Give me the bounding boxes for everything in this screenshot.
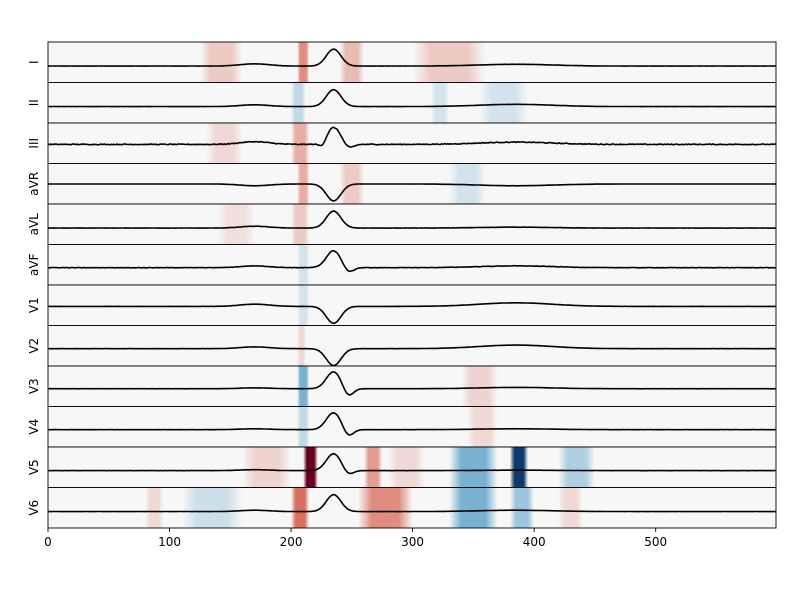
ecg-trace-v2: [47, 344, 776, 367]
lead-label-iii: III: [27, 138, 41, 149]
attribution-background: [48, 366, 776, 407]
ecg-trace-i: [47, 48, 776, 67]
ecg-trace-avl: [47, 210, 776, 229]
x-tick-label-500: 500: [644, 535, 667, 549]
attribution-band: [558, 447, 595, 488]
attribution-band: [449, 487, 498, 528]
attribution-background: [48, 42, 776, 83]
lead-label-v4: V4: [27, 419, 41, 435]
attribution-band: [509, 447, 529, 488]
attribution-band: [291, 487, 310, 528]
lead-label-avf: aVF: [27, 253, 41, 276]
lead-panel-avf: aVF: [27, 244, 777, 286]
attribution-band: [297, 406, 310, 447]
lead-panel-iii: III: [27, 122, 777, 164]
attribution-band: [467, 406, 498, 447]
lead-label-avl: aVL: [27, 213, 41, 236]
attribution-band: [357, 487, 413, 528]
attribution-band: [297, 366, 310, 407]
attribution-band: [461, 366, 498, 407]
ecg-trace-v3: [48, 371, 776, 396]
attribution-band: [303, 447, 318, 488]
lead-panel-v2: V2: [27, 325, 777, 367]
ecg-trace-avr: [48, 183, 776, 202]
attribution-background: [48, 82, 776, 123]
attribution-background: [48, 244, 776, 285]
lead-panel-v3: V3: [27, 365, 777, 407]
attribution-band: [242, 447, 292, 488]
lead-label-ii: II: [27, 99, 41, 106]
ecg-trace-iii: [47, 126, 777, 148]
attribution-band: [509, 487, 535, 528]
attribution-band: [181, 487, 243, 528]
lead-panel-avr: aVR: [27, 163, 777, 205]
attribution-background: [48, 204, 776, 245]
attribution-band: [291, 82, 306, 123]
lead-panel-ii: II: [27, 82, 777, 124]
ecg-trace-v4: [47, 412, 777, 436]
attribution-band: [199, 42, 243, 83]
x-axis: 0 100 200 300 400 500: [44, 528, 667, 549]
attribution-band: [218, 204, 255, 245]
attribution-background: [48, 406, 776, 447]
attribution-background: [48, 123, 776, 164]
x-tick-label-300: 300: [401, 535, 424, 549]
attribution-band: [558, 487, 583, 528]
ecg-trace-v5: [47, 452, 777, 475]
lead-label-v6: V6: [27, 500, 41, 516]
attribution-band: [339, 42, 364, 83]
attribution-band: [449, 447, 498, 488]
lead-panel-v4: V4: [27, 406, 777, 448]
attribution-band: [297, 244, 310, 285]
lead-panel-avl: aVL: [27, 203, 777, 245]
lead-label-v5: V5: [27, 459, 41, 475]
attribution-band: [363, 447, 383, 488]
x-tick-label-200: 200: [280, 535, 303, 549]
attribution-band: [412, 42, 486, 83]
x-tick-label-400: 400: [523, 535, 546, 549]
attribution-band: [297, 325, 306, 366]
x-tick-label-100: 100: [158, 535, 181, 549]
lead-label-i: I: [27, 60, 41, 64]
attribution-background: [48, 325, 776, 366]
ecg-trace-v6: [48, 493, 776, 513]
lead-panel-v6: V6: [27, 487, 777, 529]
attribution-band: [291, 204, 310, 245]
attribution-band: [297, 42, 310, 83]
lead-label-v2: V2: [27, 338, 41, 354]
attribution-band: [430, 82, 450, 123]
lead-label-v1: V1: [27, 297, 41, 313]
panel-frame: [47, 487, 777, 529]
lead-panel-v5: V5: [27, 446, 777, 488]
ecg-trace-avf: [47, 250, 776, 273]
attribution-band: [297, 285, 310, 326]
lead-label-v3: V3: [27, 378, 41, 394]
ecg-trace-v1: [47, 302, 776, 325]
attribution-band: [388, 447, 425, 488]
ecg-trace-ii: [48, 88, 776, 108]
lead-panel-i: I: [27, 41, 777, 83]
attribution-band: [479, 82, 529, 123]
x-tick-label-0: 0: [44, 535, 52, 549]
lead-panel-v1: V1: [27, 284, 777, 326]
attribution-band: [145, 487, 164, 528]
attribution-background: [48, 285, 776, 326]
attribution-band: [291, 123, 310, 164]
lead-label-avr: aVR: [27, 172, 41, 196]
